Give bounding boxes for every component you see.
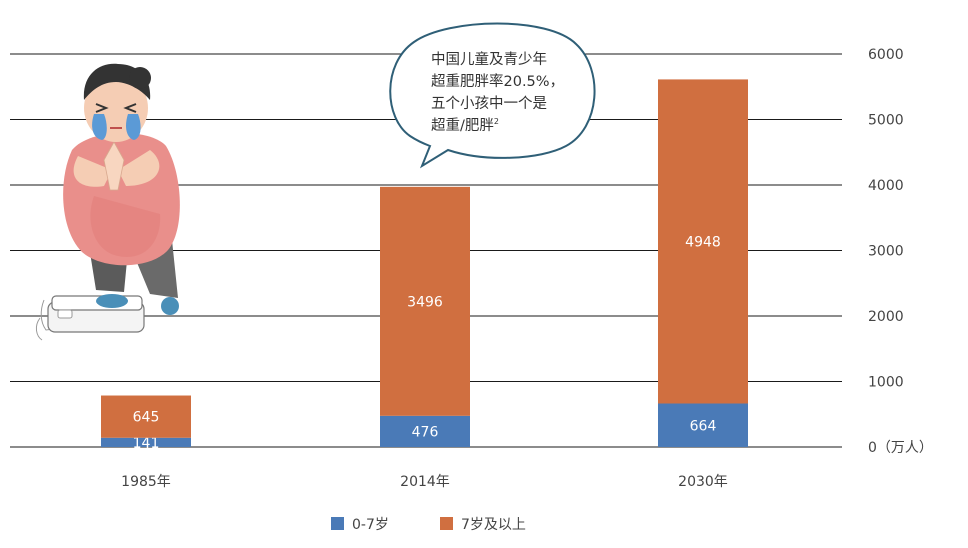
callout-line-2: 超重肥胖率20.5%， (431, 73, 564, 90)
y-tick-label: 0（万人） (868, 440, 933, 456)
bar-segment (658, 403, 748, 447)
bar-value-label: 3496 (407, 294, 443, 310)
callout-line-4-group: 超重/肥胖2 (431, 117, 499, 134)
category-label: 2030年 (678, 474, 728, 490)
y-tick-label: 3000 (868, 244, 904, 260)
crying-overweight-child-on-scale-icon (35, 63, 180, 341)
legend-swatch-0-7 (331, 517, 344, 530)
speech-bubble-outline (389, 22, 596, 169)
bar-value-label: 141 (133, 435, 160, 451)
bar-segment (658, 79, 748, 404)
bar-value-label: 664 (690, 418, 717, 434)
bar-segment (101, 395, 191, 438)
category-label: 1985年 (121, 474, 171, 490)
bar-value-label: 645 (133, 410, 160, 426)
legend: 0-7岁 7岁及以上 (331, 517, 526, 533)
callout-superscript: 2 (494, 117, 499, 126)
y-tick-label: 2000 (868, 309, 904, 325)
legend-swatch-7plus (440, 517, 453, 530)
callout-line-1: 中国儿童及青少年 (431, 50, 547, 68)
bar-value-label: 476 (412, 424, 439, 440)
y-axis-ticks: 0（万人） 1000 2000 3000 4000 5000 6000 (868, 47, 933, 456)
bar-segment (380, 186, 470, 416)
legend-label-7plus: 7岁及以上 (461, 517, 526, 533)
category-labels: 1985年 2014年 2030年 (121, 474, 728, 490)
y-tick-label: 6000 (868, 47, 904, 63)
y-tick-label: 1000 (868, 375, 904, 391)
bar-segment (380, 415, 470, 447)
y-tick-label: 4000 (868, 178, 904, 194)
y-tick-label: 5000 (868, 113, 904, 129)
category-label: 2014年 (400, 474, 450, 490)
bar-value-label: 4948 (685, 234, 721, 250)
callout-line-4: 超重/肥胖 (431, 117, 494, 134)
bar-segment (101, 437, 191, 447)
callout-line-3: 五个小孩中一个是 (431, 95, 547, 112)
speech-bubble-callout: 中国儿童及青少年 超重肥胖率20.5%， 五个小孩中一个是 超重/肥胖2 (389, 22, 596, 169)
legend-label-0-7: 0-7岁 (352, 517, 389, 533)
bars: 141 645 476 3496 664 4948 (101, 79, 748, 451)
